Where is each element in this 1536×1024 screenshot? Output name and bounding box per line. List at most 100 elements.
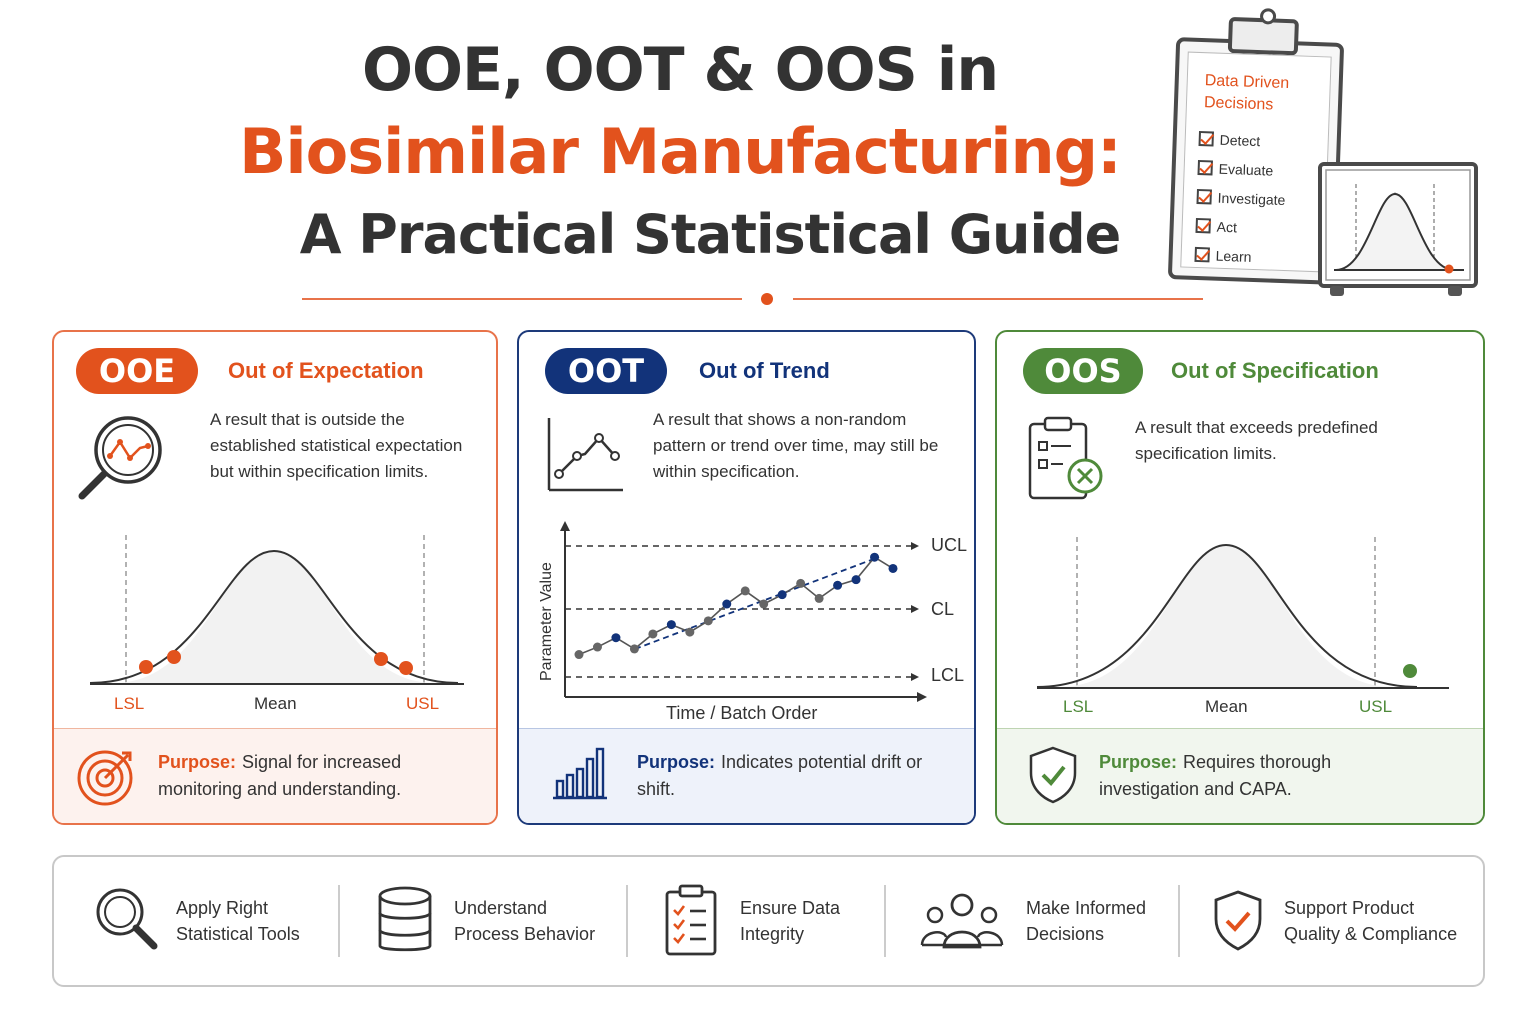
checklist-item: Evaluate [1197, 153, 1287, 185]
ooe-purpose: Purpose: Signal for increased monitoring … [158, 749, 458, 803]
oot-card: OOT Out of Trend A result that shows a n… [517, 330, 976, 825]
clipboard-ring [1259, 8, 1277, 25]
title-line-2: Biosimilar Manufacturing: [239, 115, 1122, 188]
oos-badge: OOS [1023, 348, 1143, 394]
checkbox-checked-icon [1196, 188, 1212, 205]
oos-card: OOS Out of Specification A result that e… [995, 330, 1485, 825]
cl-label: CL [931, 599, 954, 619]
benefit-item: Understand Process Behavior [376, 857, 595, 985]
checklist-item-label: Learn [1215, 247, 1252, 265]
magnifier-trend-icon [78, 416, 162, 500]
oos-heading: Out of Specification [1171, 358, 1379, 383]
lcl-label: LCL [931, 665, 964, 685]
title-line-3: A Practical Statistical Guide [299, 203, 1122, 266]
clipboard-checklist: Detect Evaluate Investigate Act Learn [1194, 124, 1288, 272]
oos-lsl-label: LSL [1063, 697, 1094, 716]
benefit-item: Make Informed Decisions [920, 857, 1146, 985]
oos-purpose: Purpose: Requires thorough investigation … [1099, 749, 1399, 803]
divider-dot [761, 293, 773, 305]
monitor-bell-curve [1325, 169, 1471, 281]
ooe-usl-label: USL [406, 694, 440, 713]
checklist-item-label: Investigate [1217, 189, 1286, 208]
benefit-separator [626, 885, 628, 957]
oot-data-point [833, 580, 843, 590]
benefit-text: Make Informed Decisions [1026, 895, 1146, 947]
oot-purpose-text: Indicates potential drift or shift. [637, 752, 923, 799]
clipboard-reject-icon [1028, 416, 1103, 500]
oot-data-point [796, 578, 806, 588]
divider-left [302, 298, 742, 300]
oot-data-point [740, 586, 750, 596]
oot-data-point [759, 599, 769, 609]
benefit-item: Support Product Quality & Compliance [1212, 857, 1457, 985]
benefit-separator [884, 885, 886, 957]
oot-purpose: Purpose: Indicates potential drift or shi… [637, 749, 937, 803]
oot-series [574, 552, 898, 660]
ooe-purpose-label: Purpose: [158, 752, 237, 772]
shield-check-icon [1214, 890, 1262, 951]
checkbox-checked-icon [1197, 159, 1213, 176]
oot-x-axis-label: Time / Batch Order [666, 703, 817, 723]
ooe-purpose-text: Signal for increased monitoring and unde… [158, 752, 402, 799]
oos-mean-label: Mean [1205, 697, 1248, 716]
magnifier-icon [96, 888, 158, 950]
monitor-illustration [1318, 162, 1478, 288]
oot-purpose-label: Purpose: [637, 752, 716, 772]
target-icon [77, 750, 133, 806]
oot-data-point [611, 633, 621, 643]
oos-purpose-text: Requires thorough investigation and CAPA… [1099, 752, 1332, 799]
benefit-separator [338, 885, 340, 957]
oot-data-point [629, 644, 639, 654]
oot-purpose-band: Purpose: Indicates potential drift or shi… [519, 728, 974, 823]
oos-purpose-label: Purpose: [1099, 752, 1178, 772]
checklist-item-label: Detect [1219, 131, 1261, 149]
ooe-lsl-label: LSL [114, 694, 145, 713]
benefit-item: Ensure Data Integrity [664, 857, 840, 985]
benefit-line-1: Ensure Data [740, 898, 841, 918]
oot-data-point [703, 616, 713, 626]
oot-data-point [592, 642, 602, 652]
checklist-item: Detect [1198, 124, 1288, 156]
checklist-item: Act [1195, 211, 1285, 243]
database-icon [378, 886, 432, 952]
oot-data-point [870, 552, 880, 562]
ooe-badge: OOE [76, 348, 198, 394]
checklist-item: Investigate [1196, 182, 1286, 214]
benefit-line-2: Process Behavior [454, 924, 596, 944]
clipboard-title: Data Driven Decisions [1203, 72, 1290, 114]
ooe-description: A result that is outside the established… [210, 410, 463, 481]
oos-bell-curve [1036, 537, 1449, 689]
benefit-line-1: Understand [454, 898, 548, 918]
monitor-stand [1330, 286, 1462, 296]
oot-description: A result that shows a non-random pattern… [653, 410, 939, 481]
divider-right [793, 298, 1203, 300]
oot-data-point [777, 590, 787, 600]
checklist-item: Learn [1194, 240, 1284, 272]
checklist-item-label: Evaluate [1218, 160, 1274, 179]
oot-y-axis-label: Parameter Value [538, 562, 555, 681]
oot-data-point [666, 620, 676, 630]
bar-chart-icon [553, 747, 607, 800]
oot-data-point [814, 593, 824, 603]
benefit-text: Apply Right Statistical Tools [176, 895, 300, 947]
oot-data-point [851, 575, 861, 585]
oot-data-point [722, 599, 732, 609]
benefit-line-2: Integrity [740, 924, 805, 944]
title-line-1: OOE, OOT & OOS in [361, 35, 999, 105]
checkbox-checked-icon [1194, 246, 1210, 263]
benefit-item: Apply Right Statistical Tools [94, 857, 300, 985]
benefit-text: Understand Process Behavior [454, 895, 595, 947]
title-block: OOE, OOT & OOS in Biosimilar Manufacturi… [180, 30, 1180, 276]
ooe-bell-curve [89, 535, 464, 685]
ooe-heading: Out of Expectation [228, 358, 424, 383]
oos-usl-label: USL [1359, 697, 1393, 716]
benefit-separator [1178, 885, 1180, 957]
oot-heading: Out of Trend [699, 358, 830, 383]
checkbox-checked-icon [1198, 130, 1215, 147]
benefit-line-1: Support Product [1284, 898, 1415, 918]
benefit-text: Ensure Data Integrity [740, 895, 840, 947]
oot-data-point [685, 627, 695, 637]
benefit-text: Support Product Quality & Compliance [1284, 895, 1457, 947]
shield-check-icon [1029, 746, 1077, 804]
benefit-line-1: Make Informed [1026, 898, 1147, 918]
